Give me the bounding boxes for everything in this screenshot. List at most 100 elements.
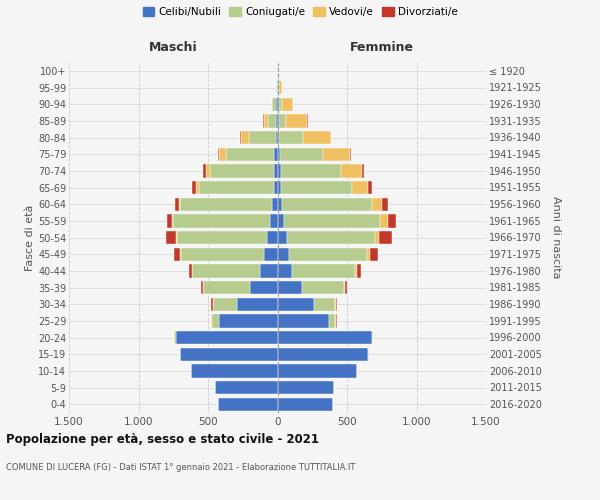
Bar <box>272 198 277 211</box>
Bar <box>367 248 370 261</box>
Bar <box>275 114 277 128</box>
Bar <box>179 348 180 361</box>
Bar <box>277 214 284 228</box>
Bar <box>277 114 279 128</box>
Bar <box>388 214 395 228</box>
Bar <box>277 281 302 294</box>
Bar <box>180 348 277 361</box>
Legend: Celibi/Nubili, Coniugati/e, Vedovi/e, Divorziati/e: Celibi/Nubili, Coniugati/e, Vedovi/e, Di… <box>139 2 461 21</box>
Bar <box>277 398 333 411</box>
Bar <box>284 214 380 228</box>
Bar <box>344 281 345 294</box>
Bar <box>275 131 277 144</box>
Bar <box>352 181 368 194</box>
Bar <box>250 281 277 294</box>
Bar <box>263 114 264 128</box>
Bar <box>196 181 199 194</box>
Bar <box>341 164 362 177</box>
Bar <box>281 164 341 177</box>
Bar <box>355 264 357 278</box>
Bar <box>264 114 268 128</box>
Bar <box>292 264 355 278</box>
Bar <box>279 131 304 144</box>
Bar <box>379 231 392 244</box>
Bar <box>180 248 181 261</box>
Bar <box>267 231 277 244</box>
Bar <box>282 198 371 211</box>
Bar <box>357 264 361 278</box>
Bar <box>372 331 373 344</box>
Bar <box>382 198 388 211</box>
Bar <box>270 214 277 228</box>
Bar <box>191 364 277 378</box>
Bar <box>314 298 335 311</box>
Bar <box>176 331 277 344</box>
Bar <box>192 264 260 278</box>
Bar <box>199 181 274 194</box>
Bar <box>287 231 375 244</box>
Bar <box>380 214 388 228</box>
Bar <box>203 164 206 177</box>
Bar <box>335 314 336 328</box>
Bar <box>174 248 180 261</box>
Bar <box>241 131 249 144</box>
Bar <box>272 98 277 111</box>
Bar <box>277 381 334 394</box>
Bar <box>375 231 379 244</box>
Bar <box>277 314 329 328</box>
Bar <box>289 248 367 261</box>
Y-axis label: Fasce di età: Fasce di età <box>25 204 35 270</box>
Bar <box>279 114 286 128</box>
Bar <box>211 298 212 311</box>
Bar <box>177 231 267 244</box>
Bar <box>192 181 196 194</box>
Bar <box>278 98 281 111</box>
Bar <box>277 148 280 161</box>
Text: Popolazione per età, sesso e stato civile - 2021: Popolazione per età, sesso e stato civil… <box>6 432 319 446</box>
Bar <box>212 314 219 328</box>
Bar <box>278 81 279 94</box>
Bar <box>281 181 352 194</box>
Bar <box>172 214 173 228</box>
Bar <box>176 231 177 244</box>
Bar <box>274 181 277 194</box>
Bar <box>274 164 277 177</box>
Bar <box>189 264 192 278</box>
Bar <box>264 248 277 261</box>
Bar <box>277 264 292 278</box>
Bar <box>175 331 176 344</box>
Bar <box>277 231 287 244</box>
Bar <box>329 314 335 328</box>
Bar <box>277 131 279 144</box>
Bar <box>206 164 209 177</box>
Bar <box>307 114 308 128</box>
Bar <box>209 164 274 177</box>
Bar <box>218 398 277 411</box>
Bar <box>181 248 264 261</box>
Bar <box>335 298 337 311</box>
Bar <box>371 198 382 211</box>
Bar <box>203 281 250 294</box>
Bar <box>277 181 281 194</box>
Text: COMUNE DI LUCERA (FG) - Dati ISTAT 1° gennaio 2021 - Elaborazione TUTTITALIA.IT: COMUNE DI LUCERA (FG) - Dati ISTAT 1° ge… <box>6 462 355 471</box>
Bar <box>302 281 344 294</box>
Bar <box>336 314 337 328</box>
Bar <box>260 264 277 278</box>
Bar <box>219 148 226 161</box>
Bar <box>277 164 281 177</box>
Bar <box>277 331 372 344</box>
Bar <box>362 164 364 177</box>
Bar <box>323 148 350 161</box>
Bar <box>179 198 181 211</box>
Bar <box>211 314 212 328</box>
Bar <box>277 248 289 261</box>
Bar <box>304 131 331 144</box>
Bar <box>281 98 293 111</box>
Bar <box>286 114 307 128</box>
Bar <box>277 98 278 111</box>
Bar <box>237 298 277 311</box>
Bar <box>277 364 357 378</box>
Bar <box>167 214 172 228</box>
Bar <box>370 248 378 261</box>
Bar <box>215 381 277 394</box>
